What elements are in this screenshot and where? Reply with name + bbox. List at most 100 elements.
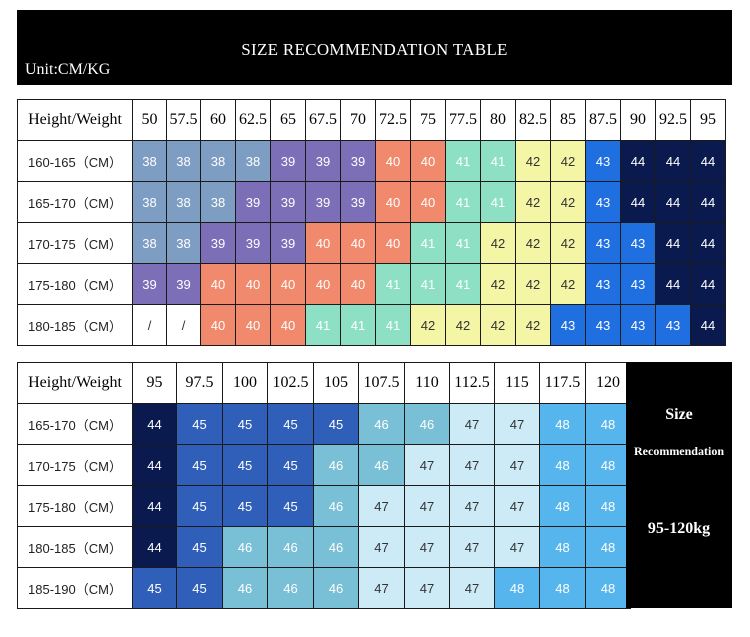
size-cell: 46	[358, 444, 405, 486]
table-row: 180-185（CM） 44 45 46 46 46 47 47 47 47 48 48	[17, 526, 631, 568]
size-cell: 42	[550, 181, 586, 223]
size-cell: 42	[550, 263, 586, 305]
weight-header: 50	[132, 99, 167, 141]
size-cell: /	[166, 304, 201, 346]
size-cell: 38	[166, 181, 201, 223]
size-cell: 39	[166, 263, 201, 305]
size-cell: 38	[200, 181, 236, 223]
size-cell: 40	[410, 140, 446, 182]
weight-header: 62.5	[235, 99, 271, 141]
table-row: 165-170（CM） 44 45 45 45 45 46 46 47 47 48 48	[17, 403, 631, 445]
size-cell: 43	[585, 140, 621, 182]
size-cell: 39	[270, 140, 306, 182]
size-cell: 47	[494, 444, 540, 486]
weight-header: 95	[132, 362, 177, 404]
size-cell: 42	[410, 304, 446, 346]
weight-header: 57.5	[166, 99, 201, 141]
weight-header: 72.5	[375, 99, 411, 141]
size-cell: 41	[445, 181, 481, 223]
weight-header: 90	[620, 99, 656, 141]
weight-header: 82.5	[515, 99, 551, 141]
size-cell: 40	[235, 263, 271, 305]
size-cell: 47	[358, 567, 405, 609]
weight-header: 110	[404, 362, 450, 404]
size-cell: 43	[550, 304, 586, 346]
size-cell: 42	[550, 222, 586, 264]
size-cell: 45	[222, 444, 268, 486]
size-cell: 44	[655, 263, 691, 305]
panel-subheading: Recommendation	[634, 444, 724, 458]
weight-header: 70	[340, 99, 376, 141]
weight-header: 100	[222, 362, 268, 404]
table-row: 185-190（CM） 45 45 46 46 46 47 47 47 48 48 48	[17, 567, 631, 609]
size-cell: 39	[340, 181, 376, 223]
size-cell: 42	[515, 181, 551, 223]
size-cell: 38	[200, 140, 236, 182]
size-cell: 45	[132, 567, 177, 609]
table-row: 180-185（CM） //40 40 40 41 41 41 42 42 42 42 43 43 43 4…	[17, 304, 726, 346]
weight-header: 87.5	[585, 99, 621, 141]
size-cell: 44	[620, 181, 656, 223]
size-cell: 45	[176, 403, 223, 445]
size-cell: 45	[267, 485, 314, 527]
size-cell: 44	[132, 526, 177, 568]
size-cell: 47	[449, 526, 495, 568]
size-cell: 47	[494, 526, 540, 568]
size-cell: 40	[305, 222, 341, 264]
table-row: 170-175（CM） 38 38 39 39 39 40 40 40 41 41 42 42 42 43 4…	[17, 222, 726, 264]
weight-header: 120	[585, 362, 631, 404]
size-cell: 44	[690, 140, 726, 182]
size-cell: 45	[267, 403, 314, 445]
size-cell: 40	[200, 263, 236, 305]
size-cell: 43	[585, 222, 621, 264]
weight-header: 117.5	[539, 362, 586, 404]
size-cell: 41	[445, 140, 481, 182]
height-range-label: 170-175（CM）	[17, 444, 133, 486]
size-cell: 44	[655, 222, 691, 264]
size-cell: 40	[270, 263, 306, 305]
size-cell: 45	[176, 526, 223, 568]
size-cell: 39	[270, 222, 306, 264]
weight-header: 97.5	[176, 362, 223, 404]
height-range-label: 170-175（CM）	[17, 222, 133, 264]
size-cell: 41	[445, 222, 481, 264]
size-cell: 47	[494, 485, 540, 527]
size-cell: 44	[132, 403, 177, 445]
size-cell: 41	[445, 263, 481, 305]
size-cell: 48	[585, 403, 631, 445]
size-cell: 43	[620, 222, 656, 264]
weight-header: 85	[550, 99, 586, 141]
weight-header: 115	[494, 362, 540, 404]
size-cell: /	[132, 304, 167, 346]
size-cell: 39	[340, 140, 376, 182]
size-cell: 38	[166, 140, 201, 182]
size-cell: 43	[620, 304, 656, 346]
size-cell: 42	[515, 304, 551, 346]
table-row: 165-170（CM） 38 38 38 39 39 39 39 40 40 41 41 42 42 43 4…	[17, 181, 726, 223]
size-cell: 39	[270, 181, 306, 223]
size-cell: 43	[585, 181, 621, 223]
size-cell: 38	[166, 222, 201, 264]
height-range-label: 180-185（CM）	[17, 304, 133, 346]
height-range-label: 165-170（CM）	[17, 403, 133, 445]
size-cell: 41	[480, 181, 516, 223]
size-cell: 42	[515, 263, 551, 305]
size-cell: 45	[176, 444, 223, 486]
weight-header: 80	[480, 99, 516, 141]
size-cell: 47	[449, 403, 495, 445]
size-cell: 38	[132, 140, 167, 182]
corner-header: Height/Weight	[17, 99, 133, 141]
size-cell: 48	[585, 526, 631, 568]
size-cell: 44	[620, 140, 656, 182]
size-cell: 48	[539, 403, 586, 445]
size-cell: 40	[340, 222, 376, 264]
size-cell: 44	[655, 140, 691, 182]
size-cell: 48	[539, 485, 586, 527]
size-cell: 40	[375, 181, 411, 223]
size-cell: 45	[222, 403, 268, 445]
size-cell: 47	[404, 444, 450, 486]
size-cell: 40	[200, 304, 236, 346]
weight-header: 107.5	[358, 362, 405, 404]
size-cell: 45	[176, 485, 223, 527]
weight-header: 102.5	[267, 362, 314, 404]
